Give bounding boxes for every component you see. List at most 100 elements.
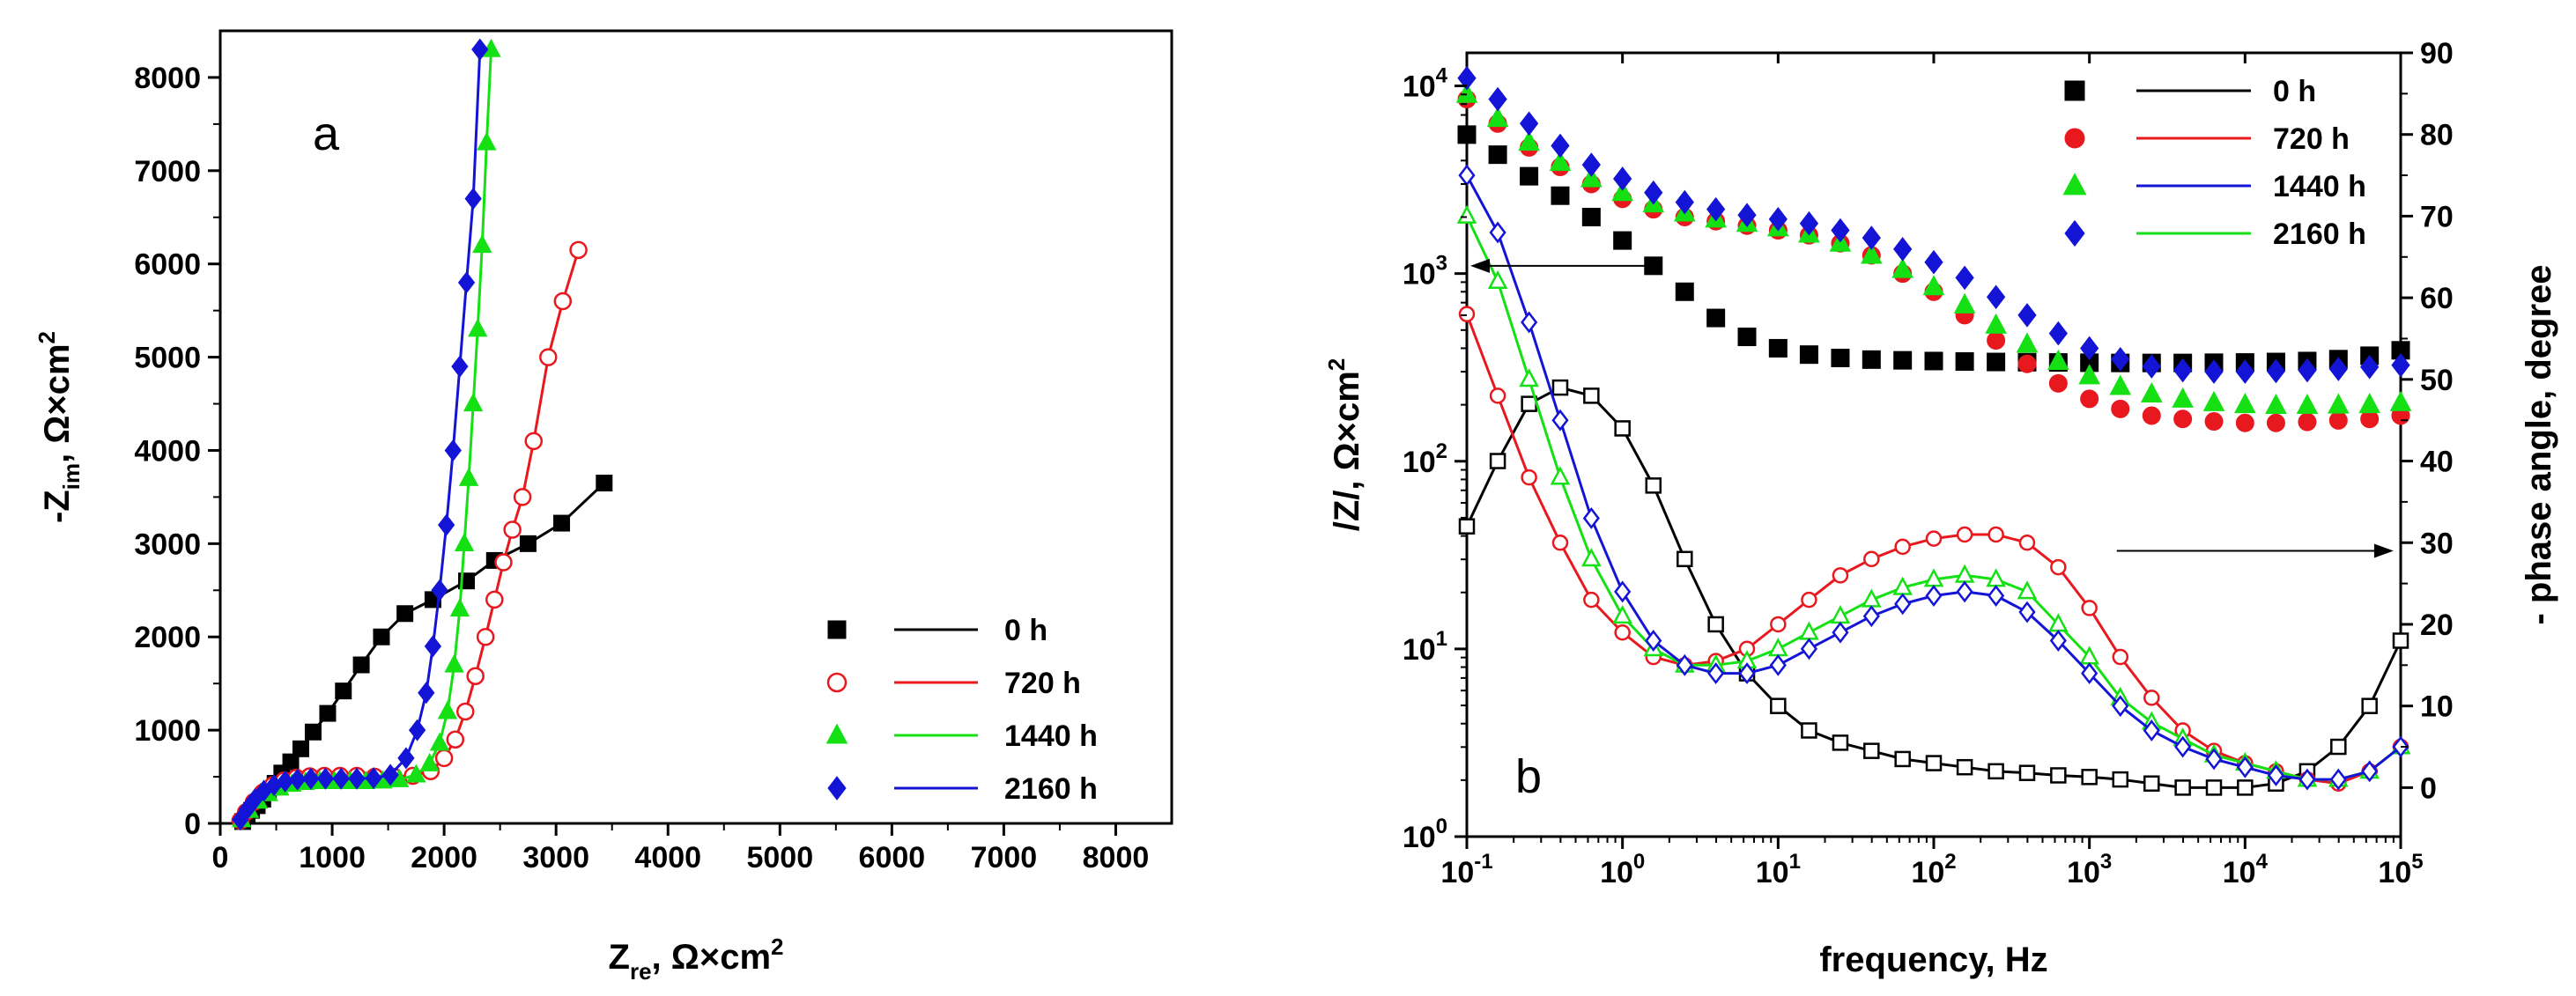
chart-b-phase-point-s2160: [1925, 585, 1943, 607]
chart-b-phase-point-s2160: [2361, 760, 2379, 783]
chart-a-point-s2160: [397, 747, 415, 770]
chart-b-modulus-point-s1440: [2265, 393, 2287, 415]
chart-b-phase-point-s1440: [1519, 368, 1539, 387]
chart-b-modulus-point-s720: [2204, 412, 2224, 432]
chart-a-point-s720: [466, 667, 485, 685]
chart-b-phase-point-s2160: [1489, 221, 1506, 244]
chart-a-point-s2160: [289, 768, 307, 791]
chart-b-modulus-point-s1440: [1891, 257, 1914, 278]
chart-b-phase-point-s1440: [1799, 621, 1819, 640]
chart-b-phase-point-s2160: [1645, 630, 1662, 652]
chart-b-phase-point-s720: [1988, 526, 2004, 543]
chart-b-phase-point-s720: [2143, 690, 2160, 706]
chart-a-point-s0: [553, 514, 571, 532]
chart-b-modulus-point-s2160: [2391, 352, 2410, 378]
chart-b-modulus-point-s0: [1924, 351, 1943, 371]
chart-b-phase-point-s720: [1832, 567, 1849, 584]
chart-b-y2-tick-label: 40: [2420, 446, 2454, 479]
chart-a-point-s0: [519, 535, 537, 552]
chart-b-phase-point-s0: [2205, 779, 2223, 796]
chart-b-phase-point-s1440: [1456, 204, 1477, 224]
chart-b-modulus-point-s720: [2173, 409, 2193, 429]
chart-a-legend-label-s0: 0 h: [1004, 614, 1047, 647]
chart-b-modulus-point-s720: [2266, 413, 2285, 432]
chart-a-point-s720: [569, 240, 588, 260]
chart-b-modulus-point-s1440: [1860, 243, 1883, 264]
chart-a-x-tick-label: 7000: [971, 841, 1038, 874]
chart-b-modulus-point-s2160: [2360, 354, 2380, 380]
chart-b-modulus-point-s0: [1831, 349, 1850, 368]
chart-a-point-s720: [446, 730, 465, 749]
chart-b-phase-point-s2160: [2329, 768, 2347, 791]
chart-b-phase-point-s2160: [1988, 585, 2005, 607]
chart-a-point-s1440: [406, 764, 426, 783]
chart-a-point-s720: [494, 553, 513, 572]
chart-b-x-tick-label-base: 10: [2223, 856, 2256, 889]
chart-b-phase-point-s2160: [2174, 735, 2192, 758]
chart-b-phase-point-s2160: [1862, 605, 1880, 628]
chart-b-phase-point-s2160: [1676, 653, 1693, 676]
chart-b-x-tick-label: 104: [2223, 850, 2269, 889]
chart-b-legend-label-s720: 720 h: [2273, 122, 2350, 156]
chart-b-plot-frame: [1465, 51, 2402, 838]
chart-b-modulus-point-s720: [1987, 331, 2006, 350]
chart-b-modulus-point-s720: [2142, 406, 2161, 425]
chart-a: 0 1000 2000 3000 4000 5000 6000 7000 80000100020…: [33, 29, 1173, 985]
chart-b-phase-point-s1440: [1612, 605, 1632, 624]
chart-b-phase-point-s0: [2330, 738, 2347, 756]
chart-b-phase-point-s0: [2018, 764, 2036, 781]
chart-a-point-s0: [335, 682, 352, 700]
chart-a-point-s1440: [454, 533, 475, 551]
chart-b-phase-point-s2160: [1551, 409, 1569, 432]
chart-b-modulus-point-s0: [1706, 308, 1726, 328]
chart-b-phase-point-s0: [1677, 550, 1693, 568]
chart-b-phase-point-s720: [2050, 558, 2067, 576]
chart-b-phase-point-s2160: [2049, 630, 2067, 652]
chart-b-phase-point-s720: [1614, 623, 1631, 641]
chart-b-phase-point-s2160: [2205, 748, 2223, 771]
chart-b-y2-axis-label: - phase angle, degree: [2520, 264, 2558, 624]
chart-b-modulus-point-s2160: [2080, 336, 2099, 361]
chart-a-y-tick-label: 0: [184, 808, 201, 841]
chart-a-point-s2160: [316, 767, 335, 790]
chart-b-phase-point-s2160: [2112, 695, 2129, 718]
chart-b-modulus-point-s0: [1581, 207, 1601, 226]
chart-b-phase-point-s0: [1956, 758, 1973, 776]
chart-a-point-s1440: [463, 393, 484, 412]
chart-b-phase-point-s2160: [1832, 621, 1849, 644]
chart-a-point-s2160: [464, 188, 482, 210]
chart-b-phase-point-s2160: [2081, 662, 2099, 685]
chart-a-x-label-sep: ,: [652, 938, 671, 977]
chart-a-y-tick-label: 4000: [134, 434, 201, 468]
chart-a-legend-marker-s720: [826, 672, 848, 693]
chart-b-modulus-point-s1440: [2327, 393, 2350, 414]
chart-b-y2-tick-label: 50: [2420, 364, 2454, 397]
chart-b-modulus-point-s1440: [2109, 374, 2132, 395]
chart-b-phase-point-s0: [1645, 477, 1662, 494]
chart-a-legend-label-s720: 720 h: [1004, 667, 1081, 700]
chart-b-series: [1455, 65, 2412, 796]
chart-b-phase-point-s0: [2143, 775, 2160, 792]
chart-a-point-s0: [292, 740, 309, 757]
chart-b-modulus-point-s2160: [1737, 203, 1757, 228]
chart-b-modulus-point-s0: [1862, 350, 1881, 369]
chart-b-phase-point-s0: [2112, 771, 2129, 788]
chart-b-modulus-point-s1440: [2047, 349, 2069, 370]
chart-a-x-label-sup: 2: [771, 933, 783, 960]
chart-b-x-tick-label: 101: [1756, 850, 1801, 889]
chart-a-point-s0: [304, 723, 322, 741]
chart-a-point-s0: [596, 475, 613, 492]
chart-a-point-s720: [485, 590, 504, 609]
chart-b-arrow-left-head: [1470, 258, 1490, 273]
chart-b-modulus-point-s2160: [1706, 196, 1726, 222]
chart-b-y-tick-label: 104: [1403, 64, 1448, 104]
chart-b-modulus-point-s1440: [1953, 292, 1976, 314]
chart-b-modulus-point-s0: [1488, 145, 1507, 165]
chart-b-x-tick-label-base: 10: [1756, 856, 1789, 889]
chart-b-modulus-point-s2160: [1488, 86, 1507, 112]
chart-b-phase-point-s0: [1551, 379, 1569, 396]
chart-a-x-tick-label: 1000: [299, 841, 366, 874]
chart-b-x-tick-label-base: 10: [2378, 856, 2411, 889]
chart-a-y-label-sub: im: [58, 463, 85, 490]
chart-b-modulus-point-s2160: [1675, 189, 1694, 215]
